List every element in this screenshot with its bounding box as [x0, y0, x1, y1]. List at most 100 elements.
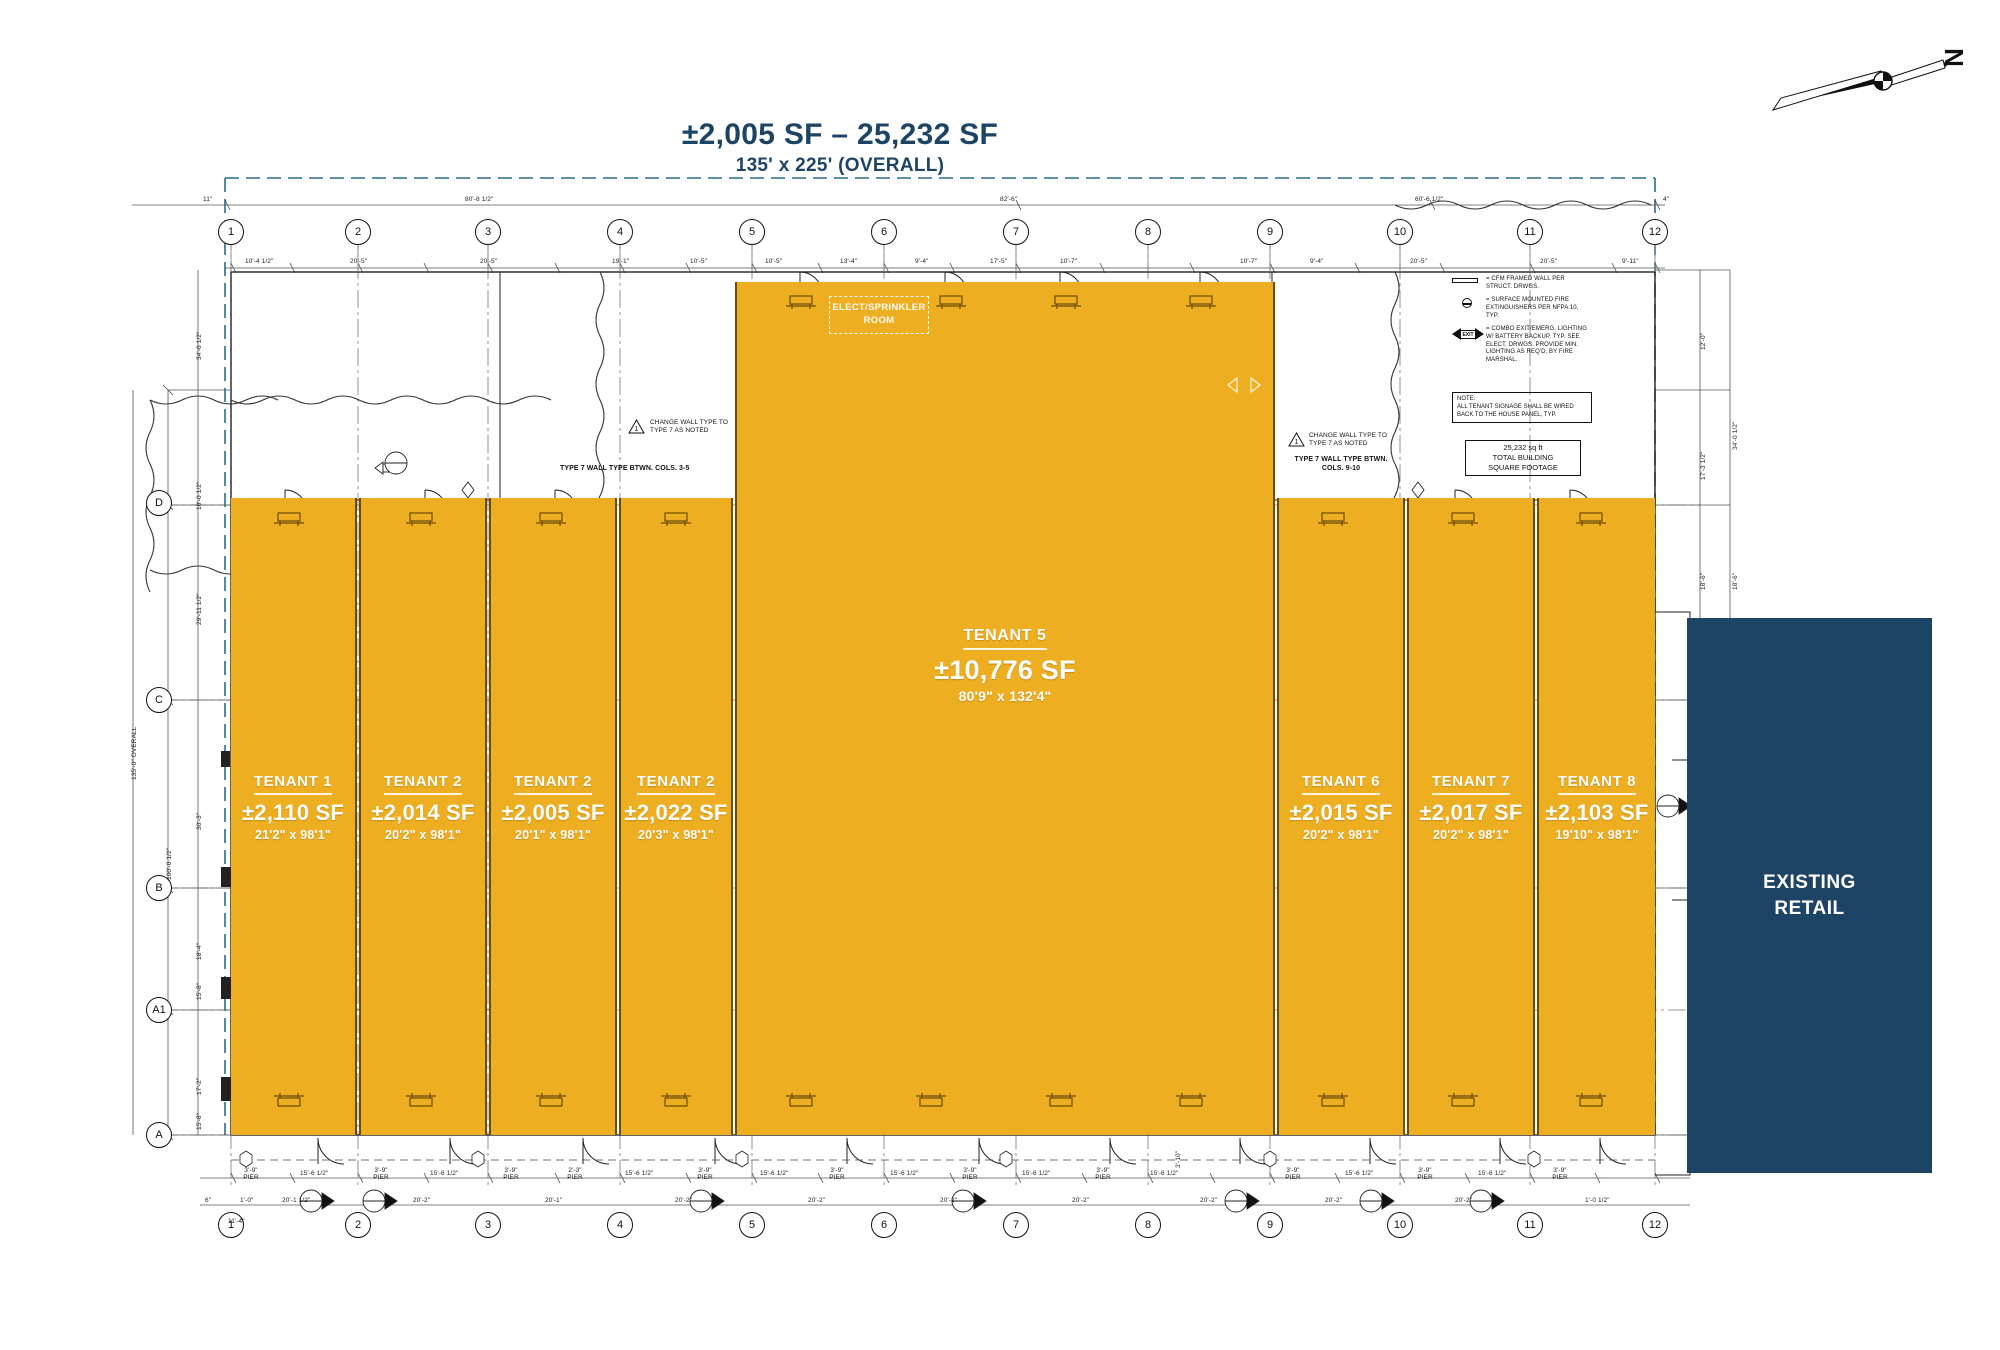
dim-top-bay-4: 19'-1"	[612, 258, 630, 265]
grid-bubble-top-8[interactable]: 8	[1135, 219, 1161, 245]
tenant-block-2a[interactable]: TENANT 2 ±2,014 SF 20'2" x 98'1"	[359, 498, 487, 1135]
grid-bubble-top-11[interactable]: 11	[1517, 219, 1543, 245]
dim-bottom-pier-14: 3'-9" PIER	[1095, 1167, 1111, 1181]
existing-retail-block[interactable]: EXISTING RETAIL	[1687, 618, 1932, 1173]
grid-bubble-top-3[interactable]: 3	[475, 219, 501, 245]
grid-bubble-bottom-10[interactable]: 10	[1387, 1212, 1413, 1238]
dim-bottom-pier-3: 3'-9" PIER	[373, 1167, 389, 1181]
grid-bubble-row-a[interactable]: A	[146, 1122, 172, 1148]
dim-top-bay-12: 9'-4"	[1310, 258, 1324, 265]
tenant-7-sf: ±2,017 SF	[1419, 800, 1523, 825]
tenant-block-1[interactable]: TENANT 1 ±2,110 SF 21'2" x 98'1"	[231, 498, 357, 1135]
grid-bubble-top-12[interactable]: 12	[1642, 219, 1668, 245]
plan-title-block: ±2,005 SF – 25,232 SF 135' x 225' (OVERA…	[0, 118, 1680, 177]
grid-bubble-row-c[interactable]: C	[146, 687, 172, 713]
tenant-2b-name: TENANT 2	[513, 773, 593, 795]
grid-bubble-bottom-11[interactable]: 11	[1517, 1212, 1543, 1238]
tenant-2a-name: TENANT 2	[383, 773, 463, 795]
grid-bubble-bottom-3[interactable]: 3	[475, 1212, 501, 1238]
dim-bottom-bay-13: 11'-4"	[228, 1218, 245, 1225]
legend-text-exit-light: = COMBO EXIT/EMERG. LIGHTING W/ BATTERY …	[1486, 326, 1587, 364]
dim-left-bay-2: 10'-0 1/2"	[196, 481, 203, 510]
dim-bottom-pier-9: 15'-6 1/2"	[760, 1170, 789, 1177]
type7-wall-note-right: TYPE 7 WALL TYPE BTWN. COLS. 9-10	[1294, 456, 1388, 473]
fire-extinguisher-icon	[1452, 297, 1486, 309]
dim-bottom-pier-6: 2'-3" PIER	[567, 1167, 583, 1181]
grid-bubble-bottom-7[interactable]: 7	[1003, 1212, 1029, 1238]
grid-bubble-top-9[interactable]: 9	[1257, 219, 1283, 245]
grid-bubble-top-5[interactable]: 5	[739, 219, 765, 245]
dim-bottom-pier-20: 3'-9" PIER	[1552, 1167, 1568, 1181]
grid-bubble-top-7[interactable]: 7	[1003, 219, 1029, 245]
grid-bubble-bottom-5[interactable]: 5	[739, 1212, 765, 1238]
grid-bubble-bottom-8[interactable]: 8	[1135, 1212, 1161, 1238]
combo-exit-emergency-light-icon: EXIT	[1452, 326, 1486, 343]
dim-bottom-pier-13: 15'-6 1/2"	[1022, 1170, 1051, 1177]
dim-left-bay-5: 18'-4"	[196, 942, 203, 960]
tenant-6-sf: ±2,015 SF	[1289, 800, 1393, 825]
dim-top-overall-3: 60'-6 1/2"	[1415, 196, 1444, 203]
tenant-5-label: TENANT 5 ±10,776 SF 80'9" x 132'4"	[737, 627, 1273, 704]
tenant-1-dims: 21'2" x 98'1"	[254, 828, 331, 842]
dim-bottom-pier-11: 15'-6 1/2"	[890, 1170, 919, 1177]
dim-bottom-bay-5: 20'-2"	[675, 1197, 693, 1204]
dim-bottom-bay-12: 1'-0 1/2"	[1585, 1197, 1610, 1204]
elect-sprinkler-room: ELECT/SPRINKLER ROOM	[829, 296, 929, 334]
legend-item-exit-light: EXIT = COMBO EXIT/EMERG. LIGHTING W/ BAT…	[1452, 326, 1592, 364]
type7-wall-note-left: TYPE 7 WALL TYPE BTWN. COLS. 3-5	[560, 465, 690, 472]
dim-top-right-edge: 4"	[1663, 196, 1670, 203]
tenant-block-2b[interactable]: TENANT 2 ±2,005 SF 20'1" x 98'1"	[489, 498, 617, 1135]
dim-left-bay-8: 15'-8"	[196, 1112, 203, 1130]
dim-right-bay-4: 18'-6"	[1700, 572, 1707, 590]
cfm-framed-wall-icon	[1452, 276, 1486, 283]
dim-top-bay-7: 13'-4"	[840, 258, 858, 265]
dim-left-bay-4: 30'-3"	[196, 812, 203, 830]
tenant-block-2c[interactable]: TENANT 2 ±2,022 SF 20'3" x 98'1"	[619, 498, 733, 1135]
existing-retail-label: EXISTING RETAIL	[1763, 871, 1856, 919]
dim-bottom-pier-19: 15'-6 1/2"	[1478, 1170, 1507, 1177]
exit-symbol-text: EXIT	[1460, 330, 1476, 340]
grid-bubble-bottom-2[interactable]: 2	[345, 1212, 371, 1238]
dim-top-bay-1: 10'-4 1/2"	[245, 258, 274, 265]
total-sqft-text: 25,232 sq ft TOTAL BUILDING SQUARE FOOTA…	[1488, 443, 1558, 473]
grid-bubble-row-b[interactable]: B	[146, 875, 172, 901]
tenant-block-5[interactable]: TENANT 5 ±10,776 SF 80'9" x 132'4" ELECT…	[735, 282, 1275, 1135]
grid-bubble-top-4[interactable]: 4	[607, 219, 633, 245]
grid-bubble-row-a1[interactable]: A1	[146, 997, 172, 1023]
grid-bubble-bottom-1[interactable]: 1	[218, 1212, 244, 1238]
grid-bubble-top-1[interactable]: 1	[218, 219, 244, 245]
tenant-block-8[interactable]: TENANT 8 ±2,103 SF 19'10" x 98'1"	[1537, 498, 1655, 1135]
tenant-6-dims: 20'2" x 98'1"	[1302, 828, 1379, 842]
dim-top-left-edge: 11"	[203, 196, 213, 203]
dim-left-overall: 135'-0" OVERALL	[131, 726, 138, 780]
grid-bubble-top-6[interactable]: 6	[871, 219, 897, 245]
grid-bubble-top-2[interactable]: 2	[345, 219, 371, 245]
dim-top-bay-14: 20'-5"	[1540, 258, 1558, 265]
dim-top-bay-9: 17'-5"	[990, 258, 1008, 265]
grid-bubble-bottom-12[interactable]: 12	[1642, 1212, 1668, 1238]
dim-bottom-bay-7: 20'-2"	[940, 1197, 958, 1204]
dim-top-bay-2: 20'-5"	[350, 258, 368, 265]
grid-bubble-bottom-6[interactable]: 6	[871, 1212, 897, 1238]
dim-bottom-pier-1: 3'-9" PIER	[243, 1167, 259, 1181]
tenant-8-name: TENANT 8	[1557, 773, 1637, 795]
grid-bubble-top-10[interactable]: 10	[1387, 219, 1413, 245]
dim-bottom-pier-7: 15'-6 1/2"	[625, 1170, 654, 1177]
tenant-7-name: TENANT 7	[1431, 773, 1511, 795]
tenant-block-7[interactable]: TENANT 7 ±2,017 SF 20'2" x 98'1"	[1407, 498, 1535, 1135]
dim-left-bay-6: 15'-8"	[196, 982, 203, 1000]
grid-bubble-row-d[interactable]: D	[146, 490, 172, 516]
dim-top-bay-11: 10'-7"	[1240, 258, 1258, 265]
tenant-block-6[interactable]: TENANT 6 ±2,015 SF 20'2" x 98'1"	[1277, 498, 1405, 1135]
grid-bubble-bottom-4[interactable]: 4	[607, 1212, 633, 1238]
legend-text-framed-wall: = CFM FRAMED WALL PER STRUCT. DRWGS.	[1486, 276, 1565, 290]
grid-bubble-bottom-9[interactable]: 9	[1257, 1212, 1283, 1238]
tenant-7-dims: 20'2" x 98'1"	[1432, 828, 1509, 842]
dim-top-bay-8: 9'-4"	[915, 258, 929, 265]
tenant-8-label: TENANT 8 ±2,103 SF 19'10" x 98'1"	[1539, 773, 1655, 842]
dim-top-bay-15: 9'-11"	[1622, 258, 1639, 265]
dim-bottom-pier-18: 3'-9" PIER	[1417, 1167, 1433, 1181]
dim-bottom-bay-4: 20'-1"	[545, 1197, 563, 1204]
dim-bottom-pier-17: 15'-6 1/2"	[1345, 1170, 1374, 1177]
